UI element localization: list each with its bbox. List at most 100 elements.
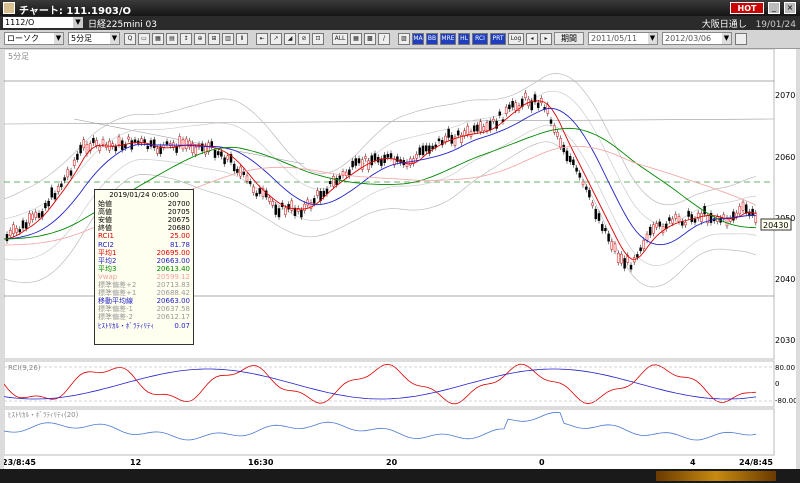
info-value: 20680: [167, 224, 190, 233]
candle: [79, 144, 82, 154]
toolbar-button[interactable]: Log: [508, 33, 524, 45]
candle: [152, 139, 156, 149]
rci-tick-label: 0: [775, 380, 779, 388]
timeframe-select[interactable]: 5分足 ▼: [68, 32, 120, 45]
candle: [722, 214, 726, 220]
date-from-field[interactable]: 2011/05/11 ▼: [588, 32, 658, 45]
candle: [584, 186, 588, 190]
chevron-down-icon[interactable]: ▼: [648, 33, 657, 44]
toolbar-button[interactable]: /: [378, 33, 390, 45]
toolbar-button[interactable]: ▭: [138, 33, 150, 45]
candle: [184, 138, 188, 149]
toolbar-button[interactable]: ▦: [350, 33, 362, 45]
candle: [191, 143, 194, 154]
candle: [428, 145, 431, 154]
candle: [229, 154, 233, 163]
candle: [268, 197, 271, 202]
candle: [386, 154, 390, 158]
candle: [367, 160, 370, 170]
chevron-down-icon[interactable]: ▼: [73, 17, 83, 28]
toolbar-button[interactable]: ALL: [332, 33, 348, 45]
candle: [636, 254, 639, 258]
bottom-scrollbar[interactable]: [0, 469, 800, 483]
toolbar-button[interactable]: PRT: [490, 33, 506, 45]
scroll-thumb[interactable]: [656, 471, 776, 481]
candle: [181, 139, 185, 150]
candle: [632, 257, 636, 263]
toolbar-button[interactable]: ▨: [398, 33, 410, 45]
toolbar-button[interactable]: ▥: [222, 33, 234, 45]
market-name: 日経225mini 03: [88, 20, 157, 30]
toolbar-button[interactable]: MA: [412, 33, 424, 45]
candle: [498, 111, 502, 116]
close-button[interactable]: ×: [784, 2, 796, 14]
candle: [261, 188, 265, 197]
candle: [56, 186, 60, 192]
candle: [418, 147, 422, 155]
candle: [559, 138, 562, 148]
candle: [626, 255, 630, 263]
candle: [556, 131, 559, 137]
candle: [213, 150, 217, 158]
candle: [536, 102, 540, 108]
volatility-series: [3, 411, 757, 441]
candle: [146, 145, 150, 149]
toolbar-button[interactable]: ▦: [152, 33, 164, 45]
checkbox[interactable]: [735, 33, 747, 45]
market-status: 大阪日通し 19/01/24: [702, 17, 796, 30]
chevron-down-icon[interactable]: ▼: [722, 33, 731, 44]
candle: [252, 186, 255, 193]
info-label: 標準偏差-2: [98, 313, 133, 322]
band-lower-2: [3, 141, 757, 288]
date-to-field[interactable]: 2012/03/06 ▼: [662, 32, 732, 45]
indicator-label: 5分足: [8, 52, 29, 61]
toolbar-button[interactable]: ↗: [270, 33, 282, 45]
candle: [645, 233, 649, 241]
toolbar-button[interactable]: ◂: [526, 33, 538, 45]
toolbar-button[interactable]: RCI: [472, 33, 488, 45]
rci-tick-label: -80.00: [775, 397, 796, 405]
candle: [488, 120, 492, 131]
toolbar-button[interactable]: ▸: [540, 33, 552, 45]
toolbar-button[interactable]: ⊕: [194, 33, 206, 45]
candle: [575, 167, 578, 172]
candle: [50, 187, 54, 198]
toolbar-button[interactable]: Ⅱ: [236, 33, 248, 45]
info-value: 20599.12: [156, 272, 190, 281]
info-label: RCI2: [98, 240, 114, 249]
toolbar-button[interactable]: ↕: [180, 33, 192, 45]
toolbar-button[interactable]: MRE: [440, 33, 456, 45]
candle: [492, 118, 495, 122]
chevron-down-icon[interactable]: ▼: [110, 33, 119, 44]
minimize-button[interactable]: _: [768, 2, 780, 14]
toolbar-button[interactable]: ▩: [364, 33, 376, 45]
candle: [332, 176, 335, 187]
info-label: 高値: [98, 208, 112, 217]
candle: [524, 92, 527, 98]
period-button[interactable]: 期間: [554, 32, 584, 45]
toolbar-button[interactable]: ⊘: [298, 33, 310, 45]
toolbar-button[interactable]: ⊞: [208, 33, 220, 45]
candle: [168, 143, 172, 146]
x-tick-label: 24/8:45: [739, 458, 773, 467]
symbol-select[interactable]: 1112/O ▼: [3, 17, 83, 28]
toolbar-button[interactable]: BB: [426, 33, 438, 45]
toolbar-button[interactable]: HL: [458, 33, 470, 45]
candle: [271, 201, 274, 206]
chevron-down-icon[interactable]: ▼: [54, 33, 63, 44]
candle: [277, 208, 281, 218]
toolbar-button[interactable]: ⊡: [312, 33, 324, 45]
hot-button[interactable]: HOT: [730, 2, 764, 14]
session-label: 大阪日通し: [701, 20, 747, 30]
candle: [610, 241, 614, 250]
toolbar-button[interactable]: Q: [124, 33, 136, 45]
toolbar-button[interactable]: ▤: [166, 33, 178, 45]
rci-long: [3, 368, 757, 400]
chart-type-select[interactable]: ローソク ▼: [4, 32, 64, 45]
chart-area[interactable]: 5分足 RCI(9,26) ﾋｽﾄﾘｶﾙ・ﾎﾞﾗﾃｨﾘﾃｨ(20) 20700 …: [2, 48, 800, 473]
rci-panel: [3, 360, 775, 408]
toolbar-button[interactable]: ⇤: [256, 33, 268, 45]
toolbar-button[interactable]: ◢: [284, 33, 296, 45]
candle: [530, 100, 534, 111]
window-title: チャート: 111.1903/O: [19, 6, 132, 17]
